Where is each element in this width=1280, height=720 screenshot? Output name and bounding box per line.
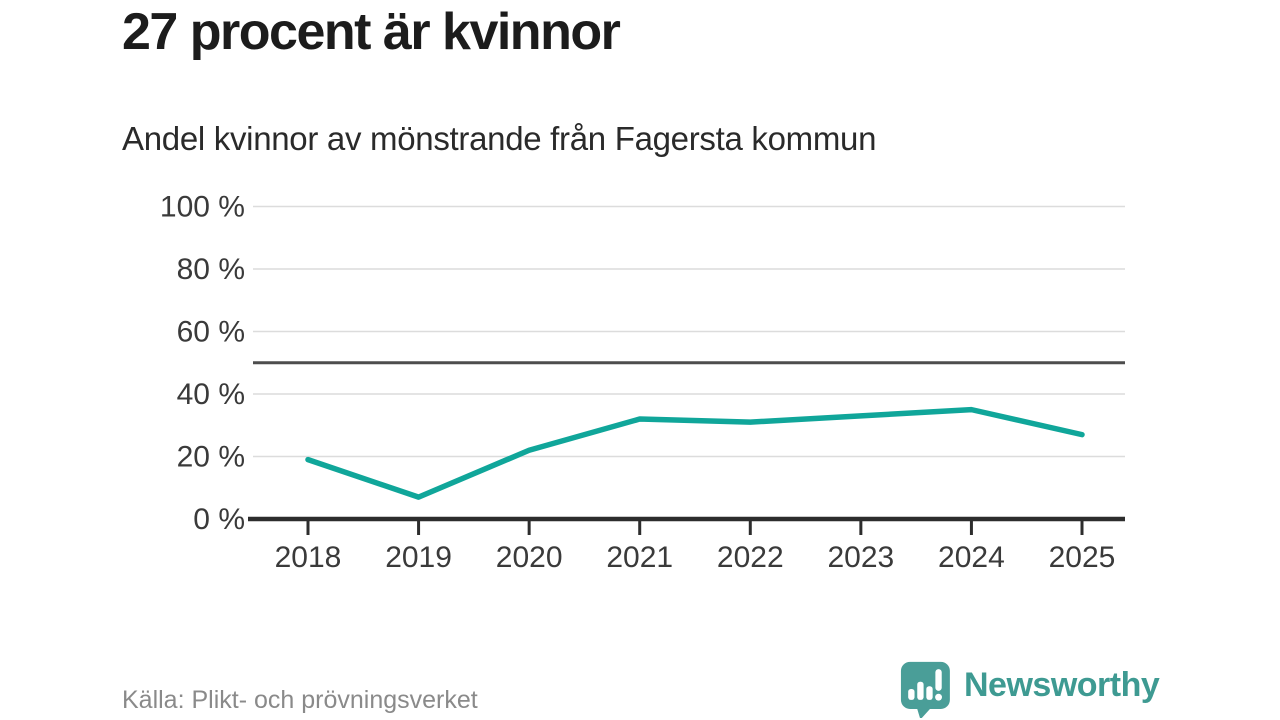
chart-title: 27 procent är kvinnor — [122, 3, 621, 61]
y-axis-tick-label: 60 % — [177, 316, 245, 349]
x-axis-tick-label: 2024 — [938, 541, 1005, 574]
chart-canvas: 0 % 20 % 40 % 60 % 80 % 100 % 2018 2019 2020 2021… — [0, 185, 1280, 585]
y-axis-tick-label: 40 % — [177, 378, 245, 411]
brand-name: Newsworthy — [964, 665, 1160, 704]
y-axis-tick-label: 20 % — [177, 441, 245, 474]
line-chart: 0 % 20 % 40 % 60 % 80 % 100 % 2018 2019 2020 2021… — [160, 191, 1125, 574]
x-axis-tick-label: 2025 — [1049, 541, 1116, 574]
x-axis-tick-label: 2023 — [827, 541, 894, 574]
data-line-Andel kvinnor av mönstrande — [305, 406, 1085, 500]
x-axis-tick-label: 2020 — [496, 541, 563, 574]
y-axis-tick-label: 80 % — [177, 253, 245, 286]
source-note: Källa: Plikt- och prövningsverket — [122, 686, 478, 714]
y-axis-tick-label: 0 % — [193, 503, 245, 536]
chart-subtitle: Andel kvinnor av mönstrande från Fagerst… — [122, 120, 877, 157]
brand-logo: Newsworthy — [897, 660, 1160, 718]
x-axis-tick-label: 2018 — [275, 541, 342, 574]
x-axis-tick-label: 2021 — [606, 541, 673, 574]
x-axis-tick-label: 2022 — [717, 541, 784, 574]
x-axis-tick-label: 2019 — [385, 541, 452, 574]
y-axis-tick-label: 100 % — [160, 191, 245, 224]
newsworthy-speech-bubble-icon — [900, 661, 950, 718]
